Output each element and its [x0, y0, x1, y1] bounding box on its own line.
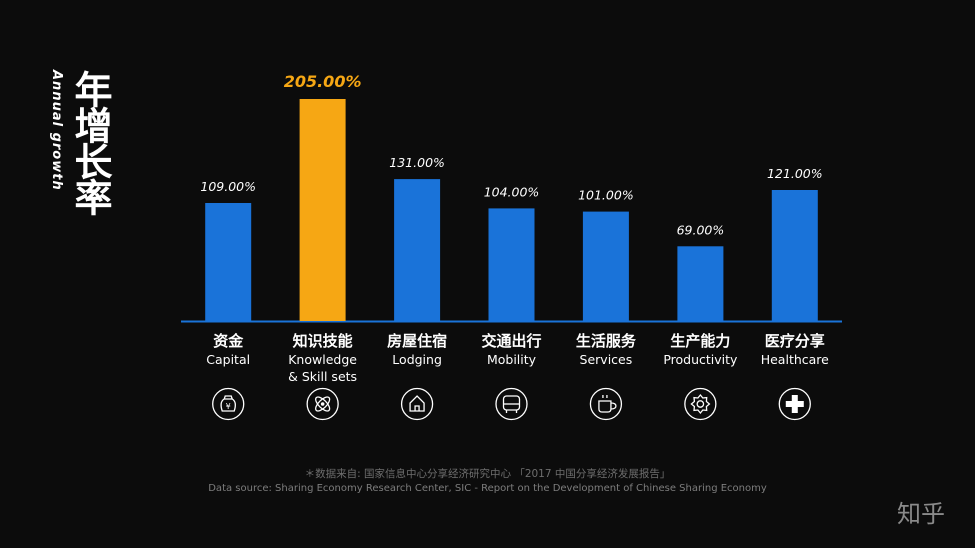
- category-label-en-3: Lodging: [392, 352, 442, 367]
- value-label-6: 69.00%: [677, 222, 725, 237]
- bar-6: [677, 246, 724, 321]
- coffee-cup-icon: [589, 387, 623, 421]
- category-label-en-2-line2: & Skill sets: [288, 369, 357, 384]
- zhihu-watermark: 知乎: [897, 500, 945, 528]
- category-label-en-6: Productivity: [663, 352, 738, 367]
- value-label-7: 121.00%: [767, 166, 823, 181]
- data-source-english: Data source: Sharing Economy Research Ce…: [208, 483, 767, 494]
- category-label-zh-2: 知识技能: [293, 332, 353, 350]
- medical-cross-icon: [778, 387, 811, 421]
- category-label-en-1: Capital: [206, 352, 250, 367]
- value-label-3: 131.00%: [389, 155, 445, 170]
- data-source-chinese: ＊数据来自: 国家信息中心分享经济研究中心 「2017 中国分享经济发展报告」: [304, 468, 671, 480]
- category-label-en-4: Mobility: [487, 352, 537, 367]
- bar-3: [394, 179, 441, 321]
- category-label-en-7: Healthcare: [761, 352, 829, 367]
- bar-5: [582, 211, 629, 321]
- category-label-zh-6: 生产能力: [670, 332, 730, 350]
- category-label-zh-5: 生活服务: [576, 332, 637, 350]
- atom-icon: [306, 387, 339, 421]
- category-label-zh-4: 交通出行: [481, 332, 541, 350]
- value-label-2: 205.00%: [284, 72, 362, 91]
- chart-title-chinese: 年增长率: [68, 70, 112, 214]
- category-label-en-5: Services: [580, 352, 633, 367]
- category-label-zh-3: 房屋住宿: [387, 332, 447, 350]
- category-label-en-2: Knowledge: [288, 352, 357, 367]
- bar-7: [771, 190, 818, 321]
- chart-title-english: Annual growth: [49, 70, 64, 191]
- bar-4: [488, 208, 535, 321]
- category-label-zh-7: 医疗分享: [765, 332, 825, 350]
- bar-2: [299, 99, 346, 321]
- value-label-1: 109.00%: [200, 179, 256, 194]
- house-icon: [400, 387, 434, 421]
- value-label-4: 104.00%: [484, 184, 540, 199]
- gear-icon: [684, 387, 717, 421]
- bar-chart: 109.00% 资金 Capital ¥205.00% 知识技能 Knowledge & S…: [181, 72, 842, 421]
- bar-1: [205, 203, 252, 321]
- category-label-zh-1: 资金: [213, 332, 244, 350]
- value-label-5: 101.00%: [578, 188, 634, 203]
- money-bag-icon: ¥: [212, 387, 245, 421]
- bus-icon: [495, 387, 528, 421]
- svg-text:¥: ¥: [226, 402, 231, 411]
